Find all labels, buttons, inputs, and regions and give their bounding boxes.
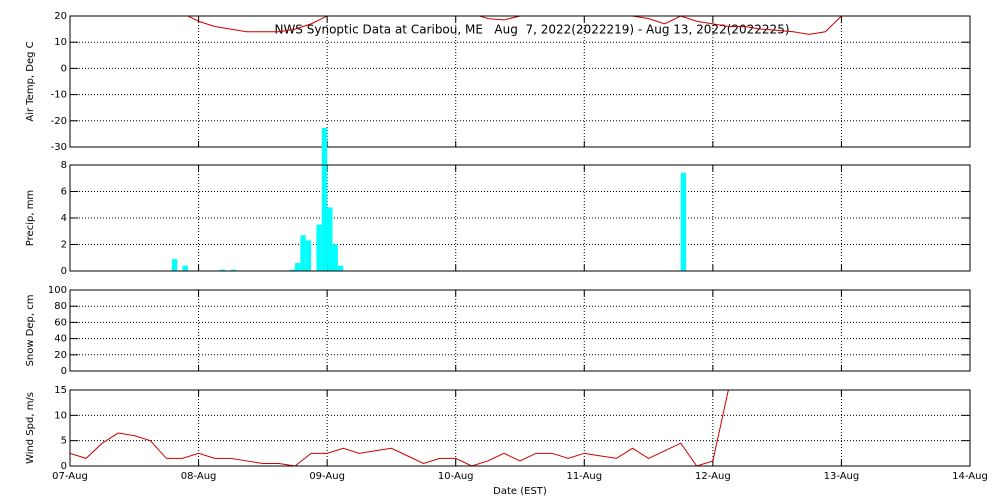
y-axis-label: Snow Dep, cm <box>25 295 36 367</box>
plot-frame <box>69 164 971 272</box>
bar <box>220 269 226 271</box>
y-tick-label: -30 <box>51 142 67 153</box>
x-tick-label: 07-Aug <box>52 471 88 482</box>
y-tick-label: 100 <box>48 285 67 296</box>
y-tick-label: 10 <box>54 410 67 421</box>
plot-frame <box>69 15 971 148</box>
bar <box>182 265 188 271</box>
bar <box>305 240 312 271</box>
y-axis-label: Wind Spd, m/s <box>25 392 36 464</box>
y-tick-label: 0 <box>61 366 67 377</box>
x-tick-label: 11-Aug <box>566 471 602 482</box>
y-tick-label: 8 <box>61 160 67 171</box>
x-tick-label: 08-Aug <box>181 471 217 482</box>
bar <box>230 269 237 271</box>
y-tick-label: 10 <box>54 37 67 48</box>
y-tick-label: 0 <box>61 266 67 277</box>
y-axis-label: Air Temp, Deg C <box>25 41 36 121</box>
bar <box>316 224 322 271</box>
y-tick-label: 20 <box>54 11 67 22</box>
data-line <box>186 16 842 35</box>
y-tick-label: 40 <box>54 334 67 345</box>
bar <box>289 269 295 271</box>
bar <box>680 172 687 271</box>
bar <box>337 265 344 271</box>
y-tick-label: 80 <box>54 301 67 312</box>
y-tick-label: -20 <box>51 116 67 127</box>
bar <box>300 235 306 271</box>
y-tick-label: 20 <box>54 350 67 361</box>
x-tick-label: 14-Aug <box>952 471 988 482</box>
y-tick-label: 2 <box>61 240 67 251</box>
bar <box>295 263 301 271</box>
y-tick-label: 0 <box>61 461 67 472</box>
data-line <box>70 390 729 466</box>
x-tick-label: 09-Aug <box>309 471 345 482</box>
x-axis-label: Date (EST) <box>493 486 547 497</box>
bar <box>332 244 338 271</box>
y-tick-label: -10 <box>51 90 67 101</box>
chart-title: NWS Synoptic Data at Caribou, ME Aug 7, … <box>274 23 789 37</box>
y-tick-label: 5 <box>61 436 67 447</box>
y-tick-label: 0 <box>61 63 67 74</box>
y-tick-label: 4 <box>61 213 67 224</box>
x-tick-label: 13-Aug <box>824 471 860 482</box>
plot-frame <box>69 389 971 467</box>
bar <box>327 207 333 271</box>
y-tick-label: 15 <box>54 385 67 396</box>
x-tick-label: 12-Aug <box>695 471 731 482</box>
bar <box>171 259 178 271</box>
y-tick-label: 60 <box>54 317 67 328</box>
bar <box>321 127 328 272</box>
x-tick-label: 10-Aug <box>438 471 474 482</box>
y-tick-label: 6 <box>61 187 67 198</box>
plot-frame <box>69 289 971 372</box>
y-axis-label: Precip, mm <box>25 190 36 246</box>
